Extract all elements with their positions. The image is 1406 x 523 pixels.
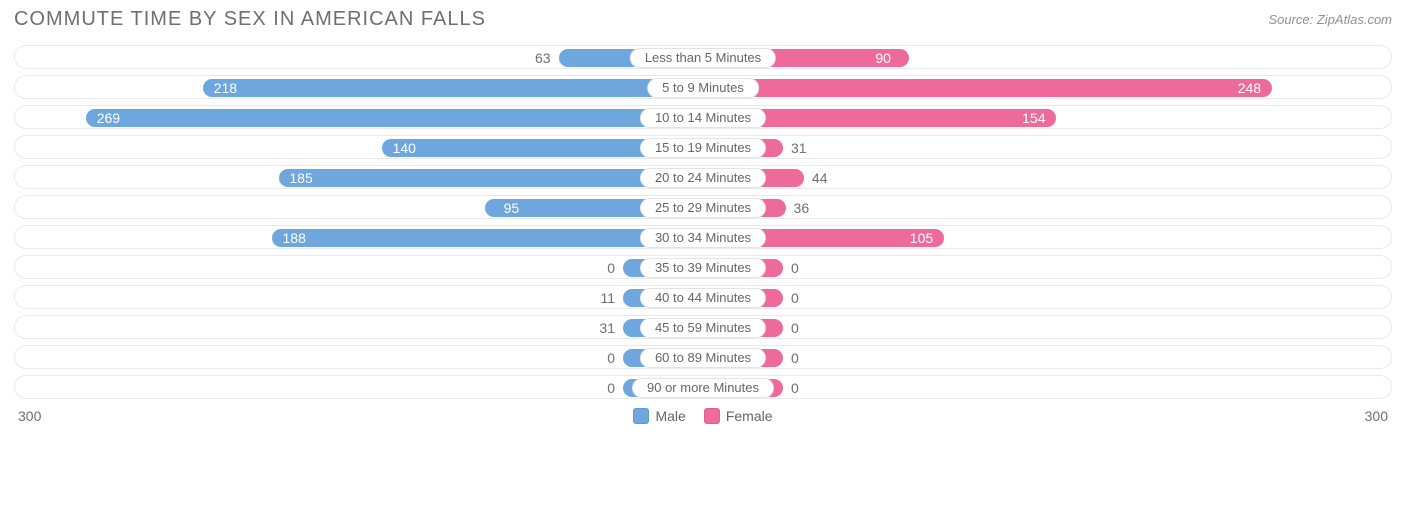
value-female: 248 <box>1238 76 1261 100</box>
bar-male <box>86 109 703 127</box>
category-label: 15 to 19 Minutes <box>640 138 766 158</box>
legend-male: Male <box>633 408 685 424</box>
category-label: 25 to 29 Minutes <box>640 198 766 218</box>
chart-header: COMMUTE TIME BY SEX IN AMERICAN FALLS So… <box>10 8 1396 45</box>
value-female: 90 <box>875 46 891 70</box>
value-female: 0 <box>791 286 799 310</box>
chart-row: 63 90 Less than 5 Minutes <box>14 45 1392 69</box>
chart-row: 95 36 25 to 29 Minutes <box>14 195 1392 219</box>
value-male: 269 <box>97 106 120 130</box>
chart-row: 140 31 15 to 19 Minutes <box>14 135 1392 159</box>
chart-row: 269 154 10 to 14 Minutes <box>14 105 1392 129</box>
value-female: 36 <box>794 196 810 220</box>
category-label: 5 to 9 Minutes <box>647 78 759 98</box>
chart-row: 0 0 60 to 89 Minutes <box>14 345 1392 369</box>
chart-row: 185 44 20 to 24 Minutes <box>14 165 1392 189</box>
chart-source: Source: ZipAtlas.com <box>1268 8 1392 27</box>
legend-label-male: Male <box>655 408 685 424</box>
category-label: 10 to 14 Minutes <box>640 108 766 128</box>
value-female: 0 <box>791 256 799 280</box>
value-male: 0 <box>607 376 615 400</box>
chart-row: 218 248 5 to 9 Minutes <box>14 75 1392 99</box>
value-male: 31 <box>599 316 615 340</box>
value-male: 188 <box>283 226 306 250</box>
bar-female <box>703 79 1272 97</box>
value-female: 0 <box>791 376 799 400</box>
value-female: 105 <box>910 226 933 250</box>
category-label: 60 to 89 Minutes <box>640 348 766 368</box>
legend-swatch-male-icon <box>633 408 649 424</box>
bar-male <box>272 229 703 247</box>
value-male: 11 <box>600 286 615 310</box>
value-male: 140 <box>393 136 416 160</box>
bar-male <box>203 79 703 97</box>
value-female: 0 <box>791 316 799 340</box>
legend-label-female: Female <box>726 408 773 424</box>
chart-row: 11 0 40 to 44 Minutes <box>14 285 1392 309</box>
value-female: 31 <box>791 136 807 160</box>
value-female: 0 <box>791 346 799 370</box>
category-label: 20 to 24 Minutes <box>640 168 766 188</box>
legend-female: Female <box>704 408 773 424</box>
legend: Male Female <box>633 408 772 424</box>
chart-row: 188 105 30 to 34 Minutes <box>14 225 1392 249</box>
category-label: 40 to 44 Minutes <box>640 288 766 308</box>
chart-rows: 63 90 Less than 5 Minutes 218 248 5 to 9 Minu… <box>10 45 1396 399</box>
value-male: 95 <box>504 196 520 220</box>
chart-row: 0 0 35 to 39 Minutes <box>14 255 1392 279</box>
commute-time-chart: COMMUTE TIME BY SEX IN AMERICAN FALLS So… <box>0 0 1406 431</box>
value-male: 0 <box>607 346 615 370</box>
axis-max-left: 300 <box>18 408 41 424</box>
category-label: 45 to 59 Minutes <box>640 318 766 338</box>
category-label: 30 to 34 Minutes <box>640 228 766 248</box>
chart-row: 31 0 45 to 59 Minutes <box>14 315 1392 339</box>
value-male: 185 <box>289 166 312 190</box>
value-female: 44 <box>812 166 828 190</box>
value-male: 0 <box>607 256 615 280</box>
category-label: Less than 5 Minutes <box>630 48 776 68</box>
chart-title: COMMUTE TIME BY SEX IN AMERICAN FALLS <box>14 8 486 31</box>
category-label: 35 to 39 Minutes <box>640 258 766 278</box>
chart-footer: 300 Male Female 300 <box>10 399 1396 425</box>
value-male: 218 <box>214 76 237 100</box>
axis-max-right: 300 <box>1365 408 1388 424</box>
value-female: 154 <box>1022 106 1045 130</box>
legend-swatch-female-icon <box>704 408 720 424</box>
value-male: 63 <box>535 46 551 70</box>
chart-row: 0 0 90 or more Minutes <box>14 375 1392 399</box>
category-label: 90 or more Minutes <box>632 378 774 398</box>
